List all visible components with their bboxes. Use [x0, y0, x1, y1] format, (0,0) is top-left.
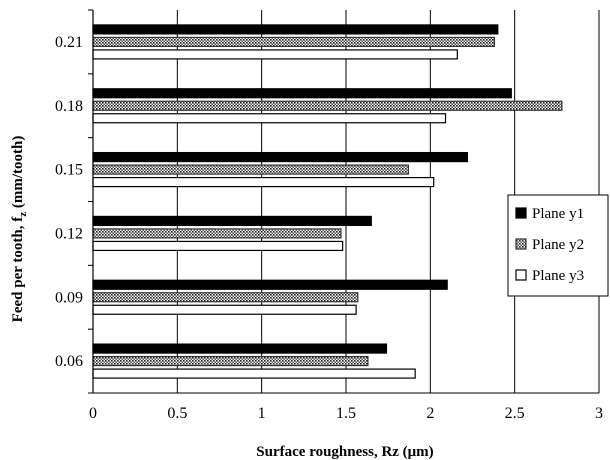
y-tick-label: 0.09	[55, 289, 83, 306]
bars-group	[92, 24, 563, 379]
x-tick-label: 3	[595, 405, 603, 422]
bar-plane-y1-0.09	[92, 279, 448, 290]
bar-plane-y1-0.12	[92, 215, 372, 227]
y-tick-label: 0.18	[55, 98, 83, 115]
bar-plane-y1-0.06	[92, 343, 388, 354]
x-tick-label: 0.5	[167, 405, 187, 422]
x-tick-label: 1.5	[336, 405, 356, 422]
axes	[88, 9, 599, 394]
y-tick-label: 0.21	[55, 34, 83, 51]
x-tick-labels: 0 0.5 1 1.5 2 2.5 3	[89, 405, 603, 422]
bar-plane-y3-0.09	[92, 304, 357, 315]
x-tick-label: 2.5	[505, 405, 525, 422]
legend-swatch-plane-y3	[515, 269, 527, 281]
bar-plane-y3-0.18	[92, 113, 447, 124]
bar-plane-y3-0.21	[92, 49, 458, 60]
bar-plane-y2-0.18	[92, 100, 563, 111]
y-tick-label: 0.15	[55, 162, 83, 179]
bar-plane-y3-0.15	[92, 176, 435, 188]
bar-plane-y3-0.12	[92, 240, 344, 252]
y-tick-label: 0.06	[55, 353, 83, 370]
x-axis-title: Surface roughness, Rz (μm)	[256, 444, 433, 460]
legend-label: Plane y3	[532, 268, 584, 284]
bar-plane-y3-0.06	[92, 368, 416, 379]
y-axis-title: Feed per tooth, fz (mm/tooth)	[10, 136, 29, 323]
bar-plane-y1-0.18	[92, 88, 512, 99]
bar-plane-y1-0.15	[92, 151, 469, 163]
x-tick-label: 0	[89, 405, 97, 422]
legend-swatch-plane-y2	[515, 238, 527, 250]
bar-plane-y2-0.06	[92, 355, 369, 367]
bar-plane-y2-0.12	[92, 228, 342, 239]
legend: Plane y1 Plane y2 Plane y3	[507, 194, 609, 297]
y-tick-labels: 0.06 0.09 0.12 0.15 0.18 0.21	[55, 34, 83, 370]
bar-plane-y1-0.21	[92, 24, 499, 35]
bar-plane-y2-0.21	[92, 36, 496, 48]
legend-swatch-plane-y1	[515, 207, 527, 219]
legend-label: Plane y1	[532, 206, 584, 222]
bar-plane-y2-0.09	[92, 292, 359, 303]
legend-label: Plane y2	[532, 237, 584, 253]
y-tick-label: 0.12	[55, 225, 83, 242]
bar-plane-y2-0.15	[92, 164, 410, 175]
x-tick-label: 1	[258, 405, 266, 422]
x-tick-label: 2	[426, 405, 434, 422]
